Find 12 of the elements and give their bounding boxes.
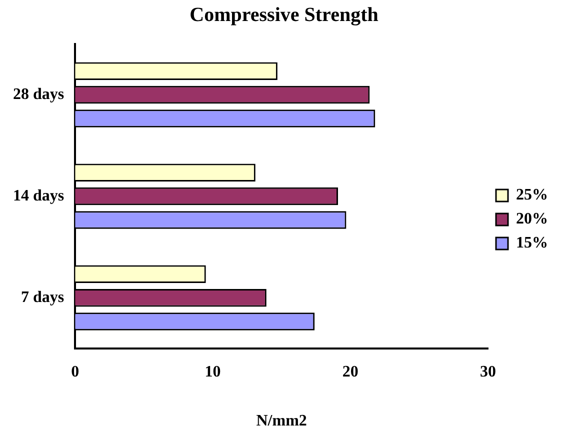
x-tick-label: 20 — [342, 363, 358, 380]
legend-label: 20% — [516, 210, 548, 228]
x-tick-label: 30 — [480, 363, 496, 380]
legend-label: 25% — [516, 186, 548, 204]
x-tick-label: 0 — [71, 363, 80, 380]
legend-label: 15% — [516, 234, 548, 252]
y-tick-label: 7 days — [21, 288, 64, 306]
x-axis-title: N/mm2 — [256, 412, 307, 430]
chart-title: Compressive Strength — [190, 4, 378, 26]
y-tick-label: 28 days — [13, 86, 64, 103]
y-tick-label: 14 days — [13, 187, 64, 204]
x-tick-label: 10 — [204, 363, 221, 380]
